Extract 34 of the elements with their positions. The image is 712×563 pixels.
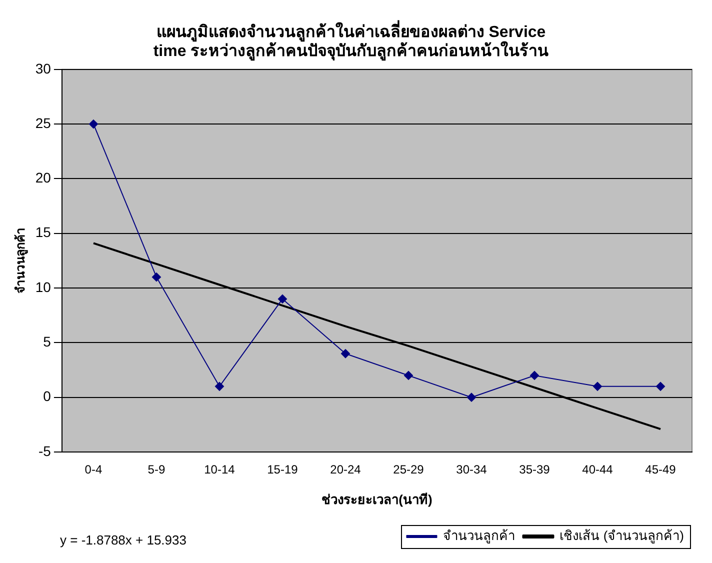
y-tick-label: 20: [35, 170, 52, 186]
x-tick-label: 25-29: [393, 462, 424, 477]
y-tick-label: 30: [35, 60, 52, 76]
point: [88, 120, 98, 129]
legend-label: จำนวนลูกค้า: [443, 528, 516, 544]
point: [466, 392, 476, 402]
x-tick-label: 5-9: [148, 462, 166, 477]
point: [278, 294, 287, 304]
point: [214, 382, 224, 391]
x-tick-label: 40-44: [582, 462, 614, 477]
point: [592, 382, 602, 391]
text: y = -1.8788x + 15.933: [60, 532, 186, 548]
y-tick-label: 15: [35, 224, 52, 240]
y-tick-label: 25: [35, 114, 52, 131]
x-tick-label: 10-14: [204, 462, 236, 477]
x-tick-label: 15-19: [267, 462, 298, 477]
point: [340, 349, 350, 358]
legend-label: เชิงเส้น (จำนวนลูกค้า): [560, 528, 684, 544]
y-tick-label: 5: [43, 334, 52, 350]
y-axis-title: จำนวนลูกค้า: [14, 228, 29, 294]
x-axis-title: ช่วงระยะเวลา(นาที): [322, 492, 432, 507]
point: [404, 370, 413, 380]
x-tick-label: 30-34: [456, 462, 488, 477]
y-tick-label: -5: [38, 442, 52, 459]
chart-title: แผนภูมิแสดงจำนวนลูกค้าในค่าเฉลี่ยของผลต่าง Service time ระหว่างลูกค้าคนปัจจุบันกับลูกค้าคนก่อนหน้าในร้าน: [153, 20, 549, 62]
point: [152, 272, 161, 282]
x-tick-label: 45-49: [645, 462, 676, 477]
y-tick-label: 10: [35, 278, 52, 295]
x-tick-label: 35-39: [519, 462, 550, 477]
x-tick-label: 0-4: [84, 462, 102, 477]
point: [656, 382, 665, 391]
y-tick-label: 0: [43, 388, 52, 404]
x-tick-label: 20-24: [330, 462, 362, 477]
point: [530, 370, 539, 380]
